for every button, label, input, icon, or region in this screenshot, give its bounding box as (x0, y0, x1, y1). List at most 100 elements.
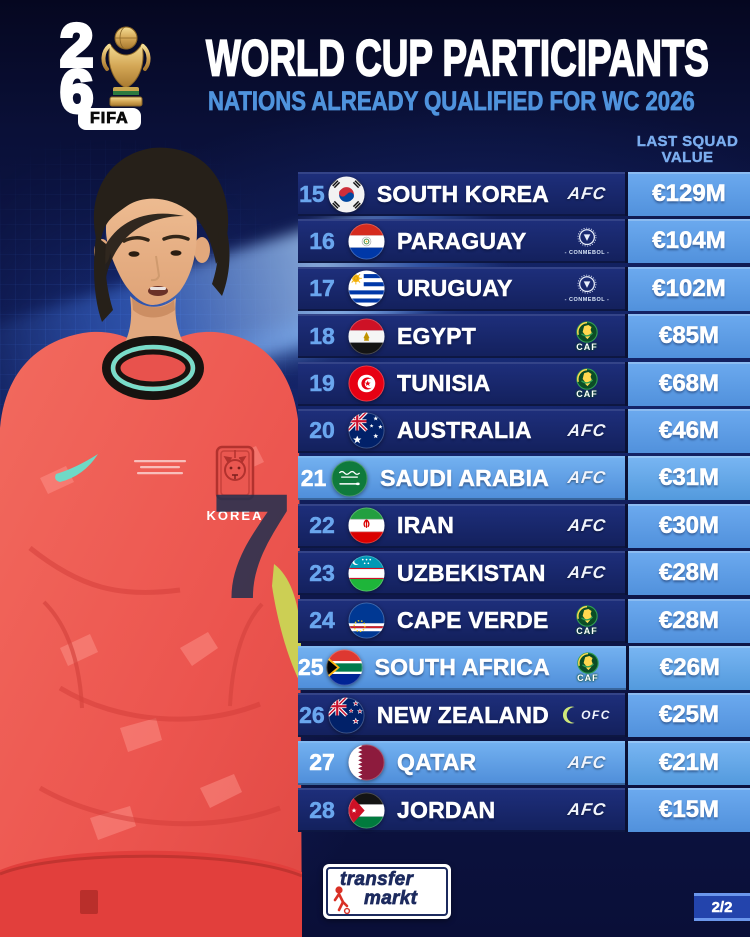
squad-value-cell: €15M (625, 788, 750, 833)
flag-australia-icon (348, 412, 385, 449)
country-name: IRAN (397, 512, 455, 539)
player-shorts (0, 850, 302, 937)
chest-text-lines (134, 460, 186, 475)
rank: 27 (309, 749, 335, 776)
rank: 20 (309, 417, 335, 444)
rank: 24 (309, 607, 335, 634)
flag-uruguay-icon (348, 270, 385, 307)
country-name: EGYPT (397, 322, 476, 349)
country-name: QATAR (397, 749, 477, 776)
page-indicator-badge: 2/2 (694, 893, 750, 921)
rank: 23 (309, 559, 335, 586)
fifa-wordmark: FIFA (78, 108, 141, 130)
table-row: 22 IRAN AFC €30M (298, 503, 750, 548)
country-name: CAPE VERDE (397, 607, 549, 634)
rank: 19 (309, 370, 335, 397)
squad-value-cell: €31M (625, 456, 750, 501)
squad-value-cell: €129M (625, 172, 750, 216)
afc-logo: AFC (566, 563, 608, 583)
flag-uzbekistan-icon (348, 555, 385, 592)
fifa-world-cup-2026-logo: 2 6 FIFA (50, 14, 192, 130)
table-row-highlighted: 27 QATAR AFC €21M (298, 740, 750, 785)
player-hair (93, 147, 230, 322)
afc-logo: AFC (566, 420, 608, 440)
table-row: 20 AUSTRALIA AFC (298, 408, 750, 453)
korea-tiger-crest (215, 445, 255, 501)
world-cup-trophy-icon (101, 26, 151, 107)
caf-logo: CAF (549, 368, 625, 399)
table-row: 23 UZBEKISTAN AFC €28M (298, 551, 750, 596)
nike-swoosh-icon (55, 454, 98, 482)
captain-armband (272, 564, 301, 684)
table-row: 19 TUNISIA CAF €68M (298, 361, 750, 406)
brand-word-markt: markt (364, 888, 418, 910)
table-row: 15 SOUTH KOREA AFC €129M (298, 172, 750, 216)
player-facial-features (122, 234, 190, 296)
country-name: UZBEKISTAN (397, 559, 546, 586)
table-row-highlighted: 25 SOUTH AFRICA CAF €26M (298, 645, 750, 690)
table-row: 18 EGYPT CAF €85M (298, 314, 750, 359)
country-name: AUSTRALIA (397, 417, 532, 444)
afc-logo: AFC (566, 468, 608, 488)
jersey-number: 7 (210, 462, 293, 630)
rank: 15 (299, 180, 325, 207)
crest-korea-label: KOREA (207, 508, 264, 523)
squad-value-cell: €102M (625, 266, 750, 311)
squad-value-cell: €21M (625, 740, 750, 785)
country-name: PARAGUAY (397, 227, 527, 255)
flag-south-korea-icon (328, 175, 365, 213)
afc-logo: AFC (566, 752, 608, 772)
country-name: TUNISIA (397, 370, 491, 397)
squad-value-cell: €46M (625, 408, 750, 453)
squad-value-cell: €28M (625, 551, 750, 596)
country-name: NEW ZEALAND (376, 701, 549, 729)
rank: 25 (298, 654, 324, 681)
qualified-nations-table: 15 SOUTH KOREA AFC €129M (298, 172, 750, 835)
country-name: JORDAN (397, 796, 496, 823)
player-photo-illustration: KOREA 7 (0, 147, 302, 937)
afc-logo: AFC (566, 184, 608, 203)
squad-value-cell: €26M (625, 645, 750, 690)
conmebol-logo: - CONMEBOL - (549, 274, 625, 303)
flag-iran-icon (348, 507, 385, 544)
page-subtitle: NATIONS ALREADY QUALIFIED FOR WC 2026 (208, 86, 695, 117)
squad-value-cell: €68M (625, 361, 750, 406)
logo-digit-2: 2 (58, 12, 95, 79)
header: 2 6 FIFA WORLD CUP PARTICIPANTS (0, 0, 750, 132)
flag-tunisia-icon (348, 365, 385, 402)
flag-saudi-arabia-icon (331, 460, 368, 497)
jersey-collar (102, 336, 204, 400)
transfermarkt-logo: transfer markt (323, 864, 451, 919)
squad-value-column-header: LAST SQUAD VALUE (636, 133, 739, 166)
squad-value-cell: €25M (625, 693, 750, 738)
table-row-highlighted: 21 SAUDI ARABIA AFC €31M (298, 456, 750, 501)
caf-logo: CAF (549, 321, 625, 352)
page-title: WORLD CUP PARTICIPANTS (205, 28, 709, 87)
rank: 26 (299, 701, 325, 729)
squad-value-cell: €28M (625, 598, 750, 643)
caf-logo: CAF (549, 605, 625, 636)
flag-qatar-icon (348, 744, 385, 781)
rank: 18 (309, 322, 335, 349)
player-face (106, 176, 198, 305)
flag-egypt-icon (348, 318, 385, 355)
conmebol-logo: - CONMEBOL - (549, 227, 625, 256)
caf-logo: CAF (550, 652, 626, 683)
squad-value-cell: €85M (625, 314, 750, 359)
country-name: SOUTH KOREA (376, 180, 549, 207)
rank: 21 (300, 464, 327, 492)
rank: 17 (309, 275, 335, 302)
country-name: SOUTH AFRICA (374, 654, 550, 681)
country-name: SAUDI ARABIA (380, 464, 549, 492)
rank: 22 (309, 512, 335, 539)
table-row: 17 URUGUAY - CONMEBOL - (298, 266, 750, 311)
rank: 16 (309, 227, 335, 255)
afc-logo: AFC (566, 800, 608, 820)
rank: 28 (309, 796, 335, 823)
flag-jordan-icon (348, 792, 385, 829)
table-row: 28 JORDAN AFC €15M (298, 788, 750, 833)
table-row: 16 PARAGUAY - CONMEBOL - €104M (298, 219, 750, 264)
footballer-icon (333, 886, 351, 914)
flag-cape-verde-icon (348, 602, 385, 639)
